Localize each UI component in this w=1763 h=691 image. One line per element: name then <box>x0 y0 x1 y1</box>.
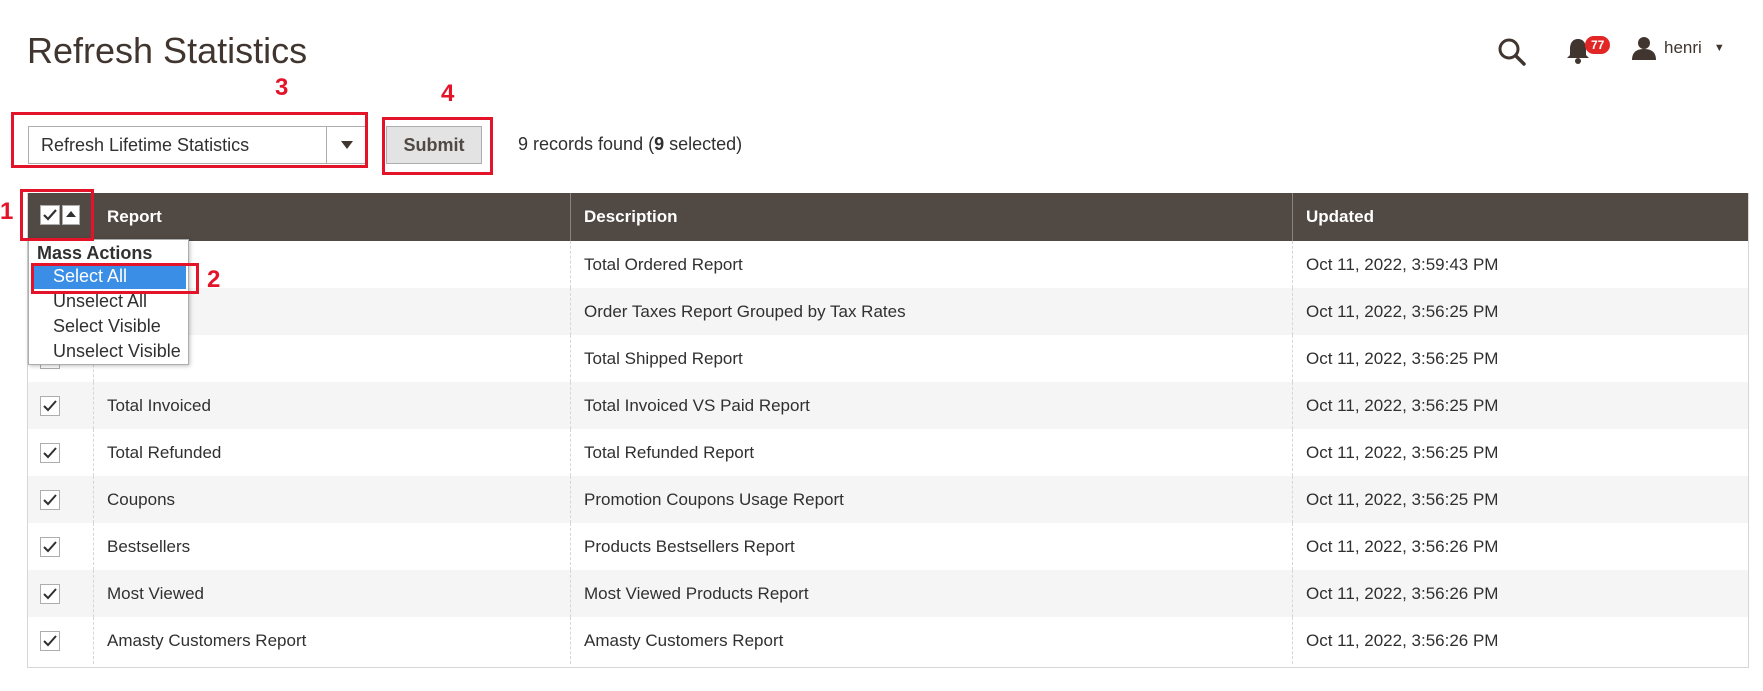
updated-cell: Oct 11, 2022, 3:56:25 PM <box>1292 288 1749 335</box>
annotation-label-2: 2 <box>207 266 221 293</box>
chevron-down-icon: ▼ <box>1713 42 1725 54</box>
table-row: Total Ordered Report Oct 11, 2022, 3:59:… <box>27 241 1749 288</box>
description-cell: Total Shipped Report <box>570 335 1293 382</box>
updated-cell: Oct 11, 2022, 3:56:26 PM <box>1292 570 1749 617</box>
report-cell: Most Viewed <box>93 570 571 617</box>
updated-cell: Oct 11, 2022, 3:56:25 PM <box>1292 476 1749 523</box>
caret-up-icon[interactable] <box>62 204 80 225</box>
description-cell: Promotion Coupons Usage Report <box>570 476 1293 523</box>
user-menu[interactable]: henri ▼ <box>1632 36 1725 60</box>
mass-action-header <box>27 193 94 241</box>
table-row: Amasty Customers Report Amasty Customers… <box>27 617 1749 664</box>
mass-action-toggle[interactable] <box>40 204 80 225</box>
records-prefix: 9 records found ( <box>518 134 655 154</box>
mass-action-unselect-all[interactable]: Unselect All <box>53 291 148 311</box>
chevron-down-icon <box>326 127 367 163</box>
column-header-description[interactable]: Description <box>570 193 1293 241</box>
description-cell: Total Ordered Report <box>570 241 1293 288</box>
table-row: Total Shipped Report Oct 11, 2022, 3:56:… <box>27 335 1749 382</box>
annotation-box-2 <box>31 263 199 294</box>
row-checkbox[interactable] <box>40 583 60 604</box>
search-icon[interactable] <box>1497 37 1527 67</box>
records-selected-count: 9 <box>654 134 665 154</box>
annotation-box-4 <box>382 117 493 175</box>
updated-cell: Oct 11, 2022, 3:56:26 PM <box>1292 617 1749 664</box>
table-row: Bestsellers Products Bestsellers Report … <box>27 523 1749 570</box>
select-all-checkbox[interactable] <box>40 204 60 225</box>
action-select-value: Refresh Lifetime Statistics <box>41 134 250 155</box>
table-row: Most Viewed Most Viewed Products Report … <box>27 570 1749 617</box>
column-header-report[interactable]: Report <box>93 193 571 241</box>
records-suffix: selected) <box>664 134 743 154</box>
description-cell: Order Taxes Report Grouped by Tax Rates <box>570 288 1293 335</box>
row-checkbox[interactable] <box>40 395 60 416</box>
description-cell: Most Viewed Products Report <box>570 570 1293 617</box>
description-cell: Amasty Customers Report <box>570 617 1293 664</box>
description-cell: Products Bestsellers Report <box>570 523 1293 570</box>
notification-badge[interactable]: 77 <box>1585 36 1611 54</box>
mass-actions-dropdown: Mass Actions Select All Unselect All Sel… <box>28 239 189 365</box>
page-title: Refresh Statistics <box>27 30 308 71</box>
row-select-cell <box>27 476 94 523</box>
report-cell: Bestsellers <box>93 523 571 570</box>
action-select[interactable]: Refresh Lifetime Statistics <box>28 126 368 164</box>
row-select-cell <box>27 523 94 570</box>
mass-actions-heading: Mass Actions <box>37 243 153 263</box>
mass-action-select-all[interactable]: Select All <box>31 264 186 289</box>
submit-button[interactable]: Submit <box>386 126 482 164</box>
updated-cell: Oct 11, 2022, 3:56:25 PM <box>1292 382 1749 429</box>
row-select-cell <box>27 570 94 617</box>
description-cell: Total Invoiced VS Paid Report <box>570 382 1293 429</box>
report-cell: Amasty Customers Report <box>93 617 571 664</box>
bell-icon[interactable] <box>1565 36 1595 66</box>
updated-cell: Oct 11, 2022, 3:56:25 PM <box>1292 429 1749 476</box>
annotation-box-1 <box>20 189 94 241</box>
annotation-box-3 <box>11 112 368 168</box>
row-select-cell <box>27 429 94 476</box>
mass-action-unselect-visible[interactable]: Unselect Visible <box>53 341 181 361</box>
table-row: Coupons Promotion Coupons Usage Report O… <box>27 476 1749 523</box>
user-name: henri <box>1664 38 1702 57</box>
column-header-updated[interactable]: Updated <box>1292 193 1749 241</box>
report-cell: Total Refunded <box>93 429 571 476</box>
mass-action-select-visible[interactable]: Select Visible <box>53 316 161 336</box>
updated-cell: Oct 11, 2022, 3:56:26 PM <box>1292 523 1749 570</box>
row-checkbox[interactable] <box>40 536 60 557</box>
table-row: Total Refunded Total Refunded Report Oct… <box>27 429 1749 476</box>
table-row: Total Invoiced Total Invoiced VS Paid Re… <box>27 382 1749 429</box>
records-count: 9 records found (9 selected) <box>518 134 742 155</box>
report-cell: Coupons <box>93 476 571 523</box>
row-checkbox[interactable] <box>40 630 60 651</box>
description-cell: Total Refunded Report <box>570 429 1293 476</box>
row-checkbox[interactable] <box>40 489 60 510</box>
row-checkbox[interactable] <box>40 442 60 463</box>
statistics-grid: Report Description Updated Total Ordered… <box>27 193 1749 664</box>
annotation-label-3: 3 <box>275 74 289 101</box>
report-cell: Total Invoiced <box>93 382 571 429</box>
updated-cell: Oct 11, 2022, 3:59:43 PM <box>1292 241 1749 288</box>
table-row: Order Taxes Report Grouped by Tax Rates … <box>27 288 1749 335</box>
annotation-label-4: 4 <box>441 80 455 107</box>
updated-cell: Oct 11, 2022, 3:56:25 PM <box>1292 335 1749 382</box>
user-icon <box>1632 36 1656 60</box>
row-select-cell <box>27 382 94 429</box>
row-select-cell <box>27 617 94 664</box>
annotation-label-1: 1 <box>0 198 14 225</box>
